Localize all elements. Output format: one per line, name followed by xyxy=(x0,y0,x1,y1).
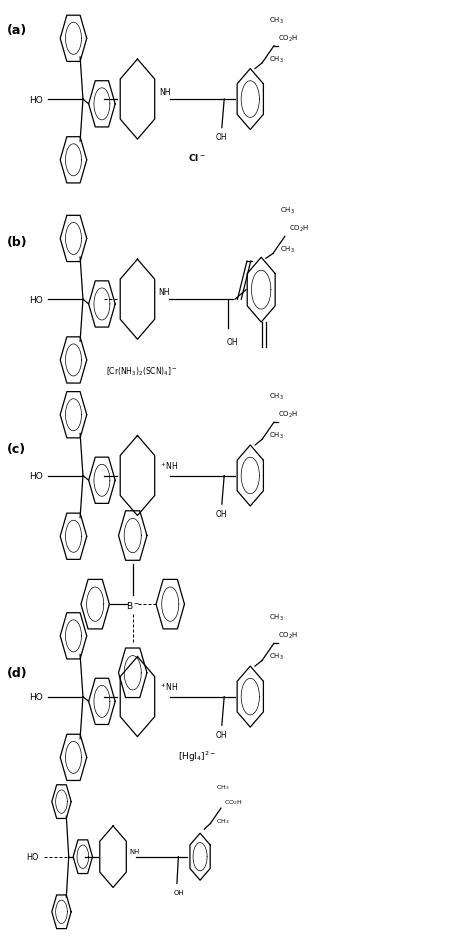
Text: [HgI$_4$]$^{2-}$: [HgI$_4$]$^{2-}$ xyxy=(178,748,216,764)
Text: OH: OH xyxy=(216,509,228,518)
Text: (c): (c) xyxy=(7,443,26,456)
Text: (a): (a) xyxy=(7,24,27,37)
Text: OH: OH xyxy=(216,730,228,739)
Text: HO: HO xyxy=(29,692,43,702)
Text: Cl$^-$: Cl$^-$ xyxy=(188,151,206,163)
Text: $^+$NH: $^+$NH xyxy=(159,681,178,692)
Text: CO$_2$H: CO$_2$H xyxy=(289,224,310,234)
Text: OH: OH xyxy=(216,133,228,142)
Text: OH: OH xyxy=(174,889,184,895)
Text: CH$_3$: CH$_3$ xyxy=(280,245,295,255)
Text: [Cr(NH$_3$)$_2$(SCN)$_4$]$^-$: [Cr(NH$_3$)$_2$(SCN)$_4$]$^-$ xyxy=(106,365,178,378)
Text: OH: OH xyxy=(227,338,238,347)
Text: HO: HO xyxy=(29,471,43,481)
Text: CH$_3$: CH$_3$ xyxy=(269,430,284,441)
Text: CH$_3$: CH$_3$ xyxy=(216,816,230,824)
Text: CO$_2$H: CO$_2$H xyxy=(278,630,299,641)
Text: NH: NH xyxy=(158,288,170,297)
Text: HO: HO xyxy=(26,852,38,862)
Text: $^+$NH: $^+$NH xyxy=(159,460,178,471)
Text: CH$_3$: CH$_3$ xyxy=(280,206,295,216)
Text: CO$_2$H: CO$_2$H xyxy=(278,33,299,44)
Text: CH$_3$: CH$_3$ xyxy=(269,54,284,65)
Text: CH$_3$: CH$_3$ xyxy=(269,391,284,402)
Text: CH$_3$: CH$_3$ xyxy=(269,651,284,662)
Text: CO$_2$H: CO$_2$H xyxy=(224,798,243,806)
Text: CH$_3$: CH$_3$ xyxy=(269,612,284,623)
Text: B$^-$: B$^-$ xyxy=(126,599,140,610)
Text: CO$_2$H: CO$_2$H xyxy=(278,409,299,420)
Text: CH$_3$: CH$_3$ xyxy=(216,783,230,791)
Text: NH: NH xyxy=(159,89,170,97)
Text: (b): (b) xyxy=(7,236,28,249)
Text: (d): (d) xyxy=(7,666,28,680)
Text: HO: HO xyxy=(29,95,43,105)
Text: HO: HO xyxy=(29,295,43,305)
Text: NH: NH xyxy=(129,848,139,854)
Text: CH$_3$: CH$_3$ xyxy=(269,15,284,26)
